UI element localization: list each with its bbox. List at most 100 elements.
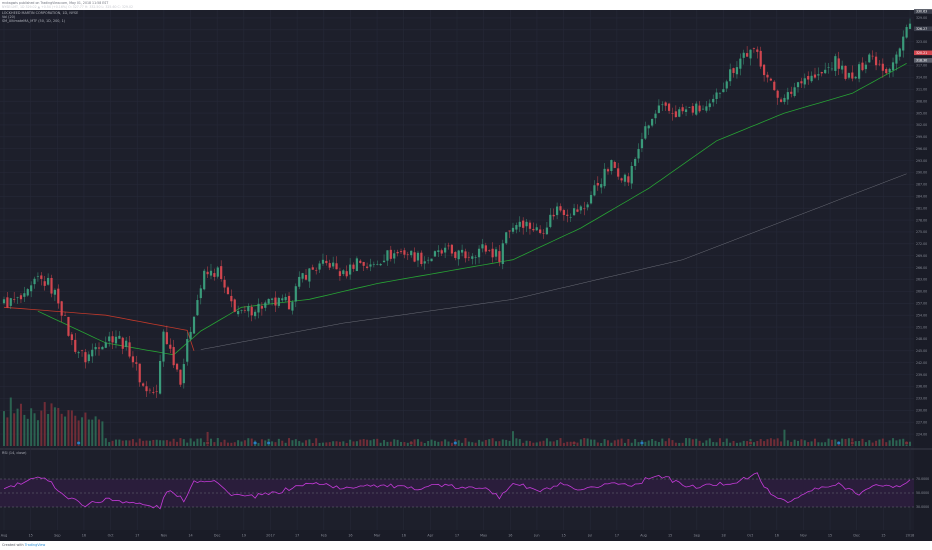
candle-body [379,263,382,266]
volume-bar [773,439,776,446]
time-tick-label: Apr [427,534,433,538]
volume-bar [64,416,67,446]
candle-body [464,251,467,259]
volume-bar [590,439,593,446]
candle-body [260,306,263,309]
candle-body [131,356,135,363]
volume-bar [264,440,267,446]
candle-body [148,389,152,391]
volume-bar [237,440,240,446]
candle-body [182,364,185,384]
price-tick-label: 281.00 [916,206,927,210]
candle-body [525,221,528,227]
volume-bar [182,439,185,446]
candle-body [427,259,430,261]
candle-body [97,347,101,349]
volume-bar [349,439,352,446]
price-tick-label: 233.00 [916,397,927,401]
volume-bar [345,442,348,446]
candle-body [586,204,589,208]
volume-bar [179,438,182,446]
candle-body [386,250,389,261]
candle-body [786,92,789,100]
price-tick-label: 227.00 [916,420,927,424]
volume-bar [651,438,654,446]
volume-bar [637,442,640,446]
volume-bar [400,441,403,446]
volume-bar [47,413,50,446]
volume-bar [430,439,433,446]
candle-body [851,72,854,79]
candle-body [70,334,73,341]
ma-slow-falling [3,306,195,352]
candle-body [406,254,409,256]
volume-bar [783,429,786,446]
candle-body [552,214,555,217]
volume-legend: Vol (20) [2,15,16,19]
candle-body [684,109,688,112]
volume-bar [30,408,33,446]
candle-body [237,311,240,315]
volume-bar [535,442,538,446]
candle-body [467,256,470,258]
volume-bar [240,441,243,446]
volume-bar [861,438,864,446]
volume-bar [484,440,487,446]
time-tick-label: Nov [161,534,168,538]
time-tick-label: Dec [214,534,221,538]
candle-body [335,263,338,270]
candle-body [613,161,616,168]
price-badge-label: 326.27 [916,27,927,31]
volume-bar [752,442,755,446]
candle-body [450,244,454,254]
volume-bar [562,442,565,446]
tradingview-logo-link[interactable]: TradingView [24,543,46,547]
price-tick-label: 257.00 [916,301,927,305]
candle-body [664,102,667,106]
volume-bar [193,441,196,446]
price-tick-label: 239.00 [916,373,927,377]
volume-bar [474,442,477,446]
volume-bar [220,442,223,446]
candle-body [854,76,857,79]
candle-body [26,289,29,296]
candle-body [627,176,630,183]
candle-body [830,68,834,70]
author-line: mvkagwis published on TradingView.com, M… [2,1,109,5]
volume-bar [230,442,233,446]
volume-bar [294,439,297,446]
volume-bar [735,442,738,446]
volume-bar [627,439,630,446]
volume-bar [308,439,311,446]
volume-bar [372,439,375,446]
footer-credit: Created with TradingView [2,543,45,547]
volume-bar [226,442,229,446]
candle-body [807,76,810,80]
candle-body [369,264,372,267]
time-tick-label: 17 [295,534,299,538]
candle-body [403,250,406,255]
volume-bar [311,442,314,446]
candle-body [705,106,708,111]
candle-body [318,263,321,270]
volume-bar [664,441,667,446]
price-tick-label: 248.00 [916,337,927,341]
candle-body [47,277,50,285]
volume-bar [566,441,569,446]
time-tick-label: Jun [533,534,539,538]
volume-bar [233,442,236,446]
candle-body [410,250,413,256]
candle-body [841,65,844,70]
candle-body [566,214,569,216]
candle-body [247,306,250,312]
volume-bar [369,440,372,446]
candle-body [718,93,722,94]
volume-bar [165,440,168,446]
volume-bar [284,442,287,446]
candle-body [630,166,633,184]
price-tick-label: 263.00 [916,278,927,282]
candle-body [19,295,23,300]
volume-bar [315,438,318,446]
volume-bar [403,442,406,446]
